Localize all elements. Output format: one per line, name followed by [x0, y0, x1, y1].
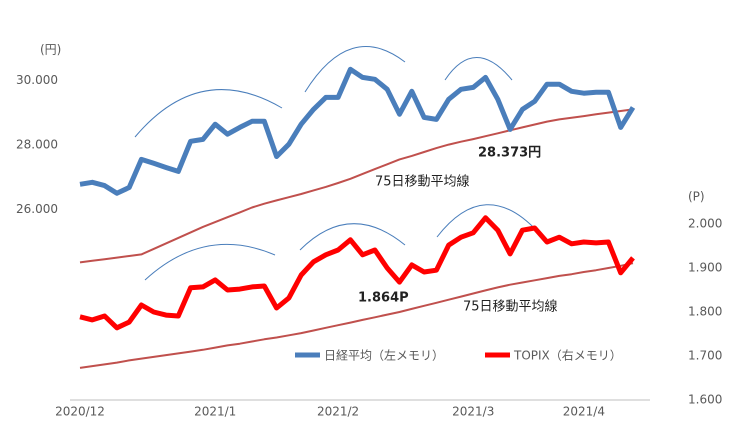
y2-tick-label: 1.900	[688, 261, 722, 275]
y2-tick-label: 1.600	[688, 393, 722, 407]
series-line	[79, 66, 636, 196]
annotation: 1.864P	[358, 291, 409, 306]
y-tick-label: 28.000	[16, 137, 58, 151]
decor-arcs	[134, 46, 539, 281]
annotation: 75日移動平均線	[463, 299, 558, 315]
y2-tick-label: 1.800	[688, 305, 722, 319]
annotation: 75日移動平均線	[375, 174, 470, 190]
x-tick-label: 2021/1	[194, 405, 236, 419]
moving-average-line	[79, 108, 634, 264]
y-tick-label: 26.000	[16, 202, 58, 216]
y-tick-label: 30.000	[16, 73, 58, 87]
legend-label: TOPIX（右メモリ）	[513, 348, 622, 363]
y2-unit: (P)	[688, 190, 705, 204]
series-line	[79, 215, 635, 331]
moving-average-line	[79, 262, 634, 369]
y2-tick-label: 1.700	[688, 349, 722, 363]
annotation: 28.373円	[478, 146, 541, 161]
legend-label: 日経平均（左メモリ）	[324, 348, 444, 363]
y-unit: (円)	[40, 43, 61, 57]
x-tick-label: 2020/12	[55, 405, 105, 419]
y2-tick-label: 2.000	[688, 217, 722, 231]
x-tick-label: 2021/3	[452, 405, 494, 419]
x-tick-label: 2021/2	[317, 405, 359, 419]
x-tick-label: 2021/4	[563, 405, 605, 419]
